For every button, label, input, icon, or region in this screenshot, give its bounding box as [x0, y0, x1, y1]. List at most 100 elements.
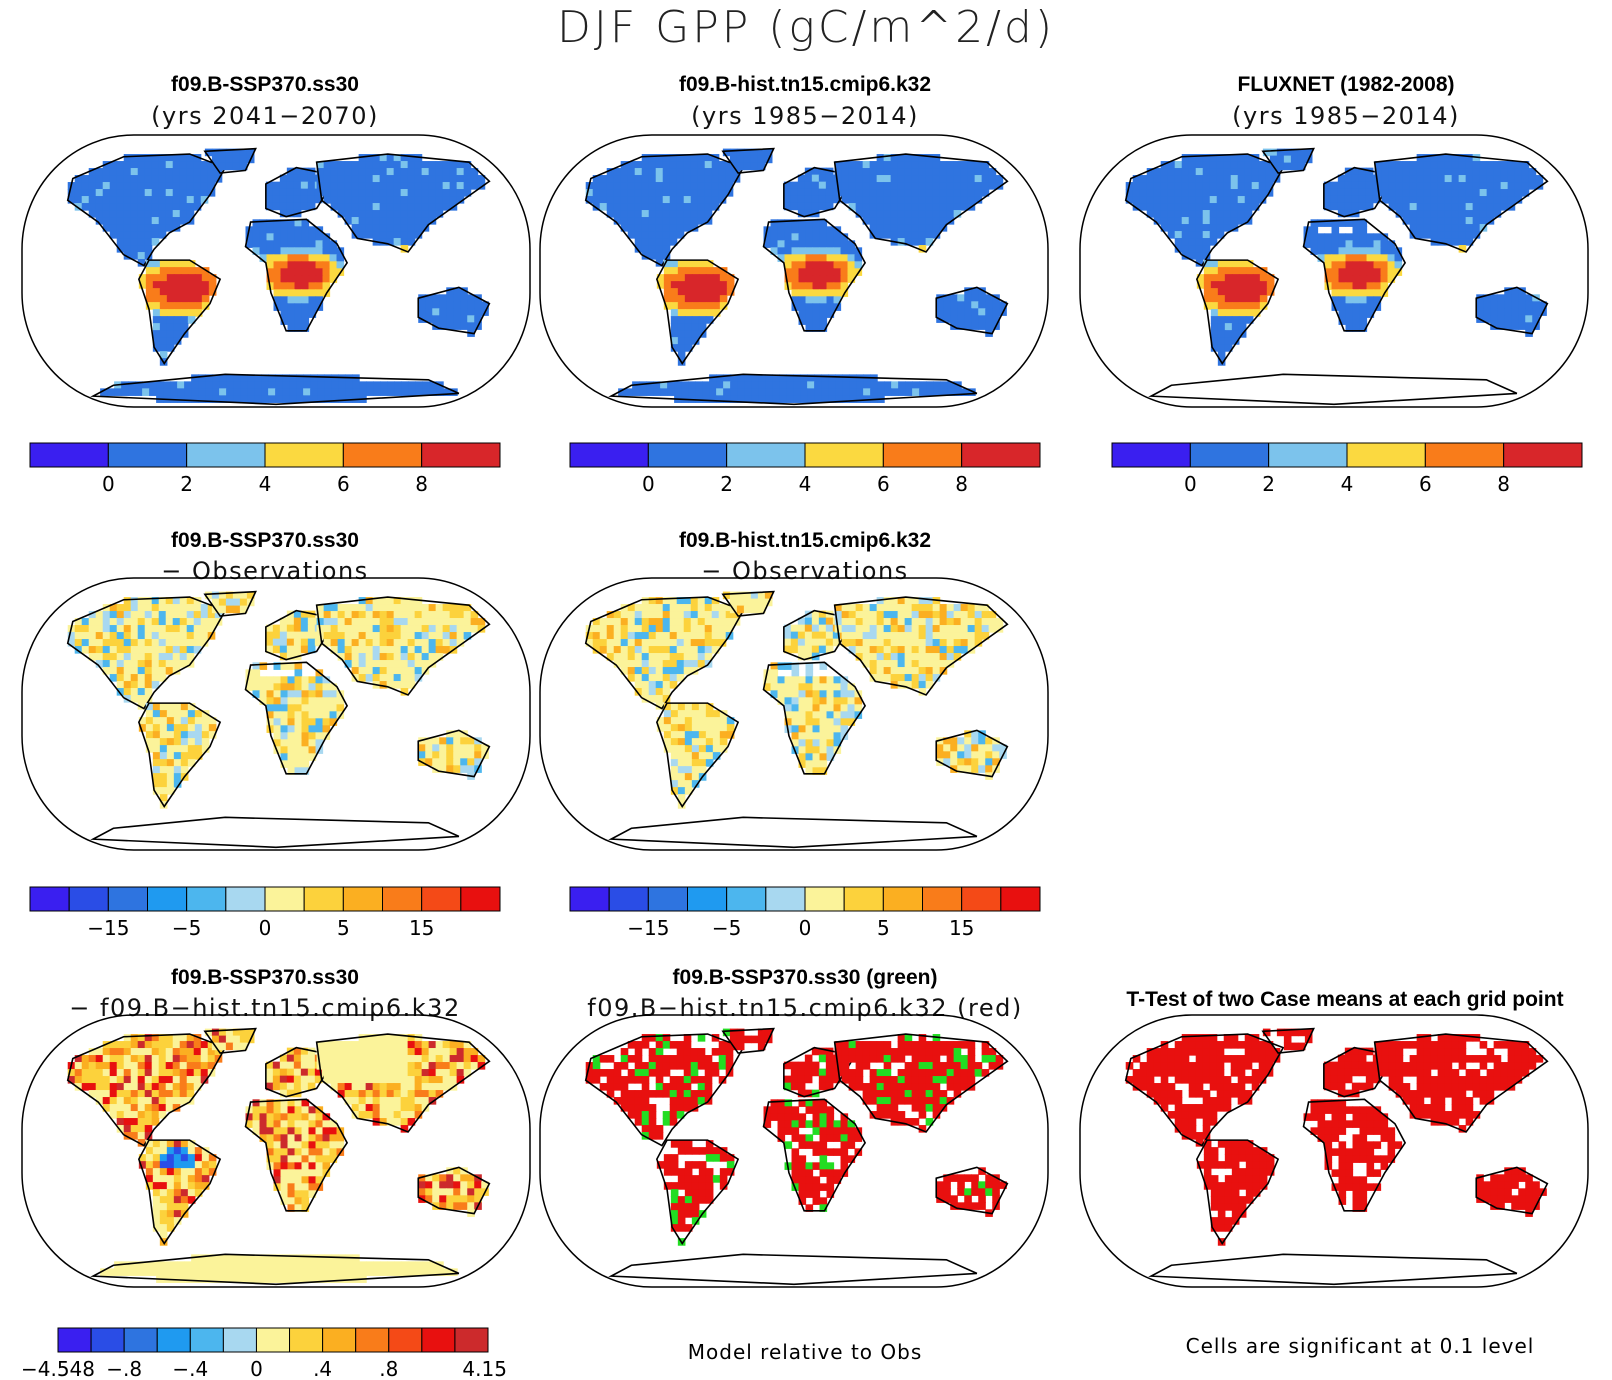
continent-outline-na — [1124, 1033, 1285, 1147]
colorbar-7: −4.548 −.8 −.4 0 .4 .8 4.15 — [21, 1327, 507, 1380]
colorbar-tick-label: 6 — [877, 472, 890, 496]
colorbar-bin — [29, 886, 70, 912]
colorbar-bin — [765, 886, 806, 912]
colorbar-bin — [355, 1327, 390, 1353]
colorbar-bin — [147, 886, 188, 912]
continent-outline-as — [833, 1033, 1009, 1133]
continent-outline-af — [762, 661, 867, 775]
colorbar-bin — [804, 886, 845, 912]
continent-outline-sa — [137, 1139, 222, 1245]
colorbar-tick-label: 2 — [720, 472, 733, 496]
continent-outline-sa — [137, 702, 222, 808]
continent-outline-eur — [783, 1046, 857, 1098]
panel-3-title: FLUXNET (1982-2008) — [1237, 73, 1455, 96]
continent-outline-as — [315, 153, 491, 253]
continent-outline-as — [833, 596, 1009, 696]
colorbar-bin — [303, 886, 344, 912]
panel-5-title: f09.B-hist.tn15.cmip6.k32 — [678, 529, 932, 552]
continent-outline-as — [315, 596, 491, 696]
continent-outline-ant — [1148, 373, 1518, 406]
colorbar-bin — [264, 886, 305, 912]
colorbar-tick-label: −5 — [172, 916, 201, 940]
map-border — [21, 134, 531, 408]
colorbar-bin — [421, 442, 501, 468]
colorbar-bin — [1189, 442, 1270, 468]
continent-outline-grl — [721, 1027, 775, 1054]
continent-outline-aus — [1475, 286, 1549, 335]
colorbar-bin — [882, 886, 923, 912]
continent-outline-af — [244, 1098, 349, 1212]
colorbar-bin — [186, 442, 266, 468]
colorbar-tick-label: 0 — [642, 472, 655, 496]
continent-outline-sa — [137, 259, 222, 365]
colorbar-tick-label: 0 — [1184, 472, 1197, 496]
colorbar-bin — [961, 442, 1041, 468]
colorbar-bin — [421, 1327, 456, 1353]
map-border — [21, 577, 531, 851]
continent-outline-grl — [721, 590, 775, 617]
continent-outline-grl — [721, 147, 775, 174]
continent-outline-ant — [608, 373, 978, 406]
colorbar-bin — [107, 442, 188, 468]
continent-outline-eur — [265, 609, 339, 661]
continent-outline-na — [66, 153, 227, 267]
colorbar-tick-label: −4.548 — [21, 1357, 95, 1380]
continent-outline-aus — [1475, 1166, 1549, 1215]
colorbar-tick-label: 0 — [102, 472, 115, 496]
continent-outline-sa — [655, 1139, 740, 1245]
map-border — [1079, 134, 1589, 408]
colorbar-tick-label: 6 — [337, 472, 350, 496]
continent-outline-eur — [1323, 1046, 1397, 1098]
continent-outline-eur — [783, 166, 857, 218]
map-border — [539, 134, 1049, 408]
continent-outline-af — [762, 218, 867, 332]
continent-outline-aus — [935, 1166, 1009, 1215]
colorbar-bin — [90, 1327, 125, 1353]
colorbar-tick-label: 4.15 — [462, 1357, 507, 1380]
colorbar-tick-label: 4 — [1341, 472, 1354, 496]
colorbar-bin — [68, 886, 109, 912]
continent-outline-af — [1302, 218, 1407, 332]
colorbar-bin — [569, 886, 610, 912]
continent-outline-sa — [1195, 259, 1280, 365]
continent-outline-sa — [1195, 1139, 1280, 1245]
colorbar-bin — [29, 442, 109, 468]
map-panel-3 — [1079, 134, 1589, 408]
colorbar-tick-label: 15 — [949, 916, 974, 940]
panel-9-title: T-Test of two Case means at each grid po… — [1126, 988, 1564, 1011]
continent-outline-na — [584, 153, 745, 267]
continent-outline-as — [833, 153, 1009, 253]
colorbar-tick-label: 8 — [415, 472, 428, 496]
map-border — [1079, 1014, 1589, 1288]
continent-outline-af — [244, 218, 349, 332]
continent-outline-aus — [935, 286, 1009, 335]
panel-3-subtitle: (yrs 1985−2014) — [1232, 102, 1460, 130]
continent-outline-af — [762, 1098, 867, 1212]
map-panel-7 — [539, 1014, 1049, 1288]
continent-outline-sa — [655, 259, 740, 365]
colorbar-bin — [687, 886, 728, 912]
continent-outline-ant — [90, 373, 460, 406]
colorbar-tick-label: 6 — [1419, 472, 1432, 496]
colorbar-bin — [460, 886, 501, 912]
map-panel-8 — [1079, 1014, 1589, 1288]
continent-outline-eur — [265, 166, 339, 218]
colorbar-bin — [882, 442, 963, 468]
panel-4-title: f09.B-SSP370.ss30 — [171, 529, 359, 552]
continent-outline-aus — [417, 729, 491, 778]
panel-1-title: f09.B-SSP370.ss30 — [171, 73, 359, 96]
colorbar-2: 0 2 4 6 8 — [569, 442, 1041, 496]
continent-outline-grl — [203, 1027, 257, 1054]
colorbar-tick-label: 2 — [1262, 472, 1275, 496]
continent-outline-sa — [655, 702, 740, 808]
continent-outline-af — [1302, 1098, 1407, 1212]
colorbar-bin — [289, 1327, 324, 1353]
map-border — [539, 1014, 1049, 1288]
panel-5-subtitle: − Observations — [701, 557, 909, 585]
colorbar-bin — [388, 1327, 423, 1353]
continent-outline-aus — [417, 1166, 491, 1215]
colorbar-1: 0 2 4 6 8 — [29, 442, 501, 496]
continent-outline-aus — [417, 286, 491, 335]
continent-outline-af — [244, 661, 349, 775]
colorbar-tick-label: 15 — [409, 916, 434, 940]
